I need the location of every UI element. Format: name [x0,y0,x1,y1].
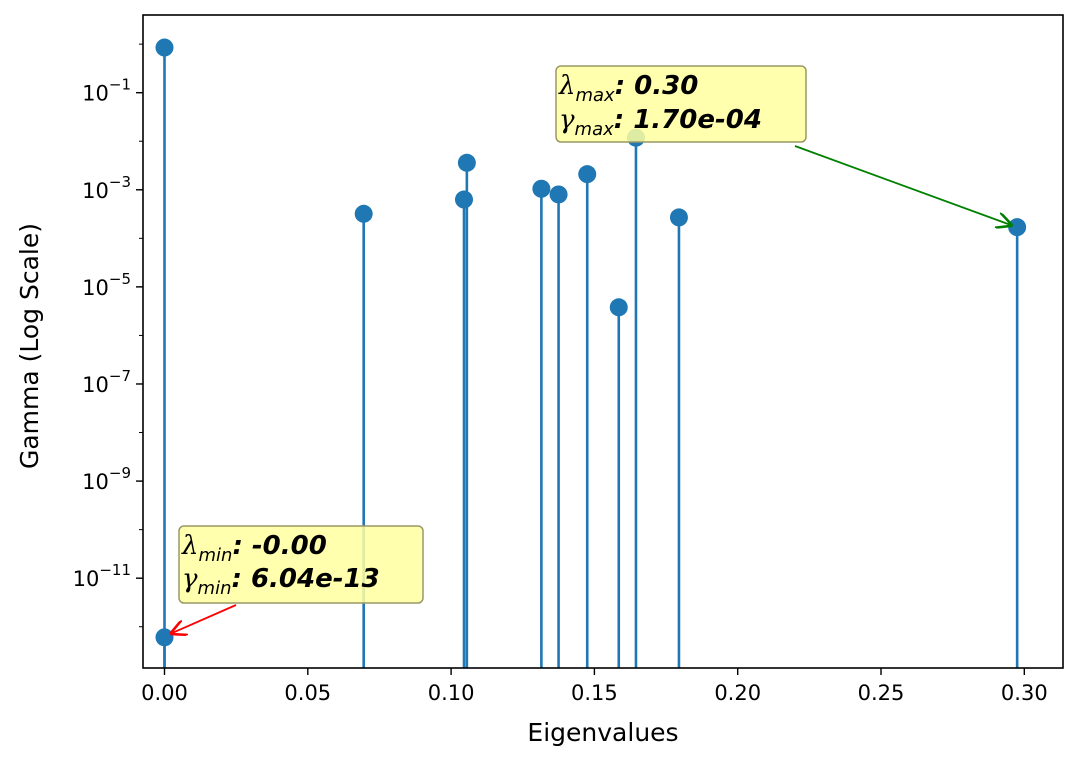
data-point-7 [578,165,597,184]
data-point-2 [354,204,373,223]
y-axis-label: Gamma (Log Scale) [15,223,44,469]
annotation-arrow-min [171,604,237,633]
y-tick-exponent: −5 [109,270,131,288]
data-point-8 [609,298,628,317]
lambda-value: : -0.00 [232,531,326,561]
y-tick-exponent: −7 [109,367,131,385]
y-tick-exponent: −11 [99,561,131,579]
gamma-value: : 1.70e-04 [614,105,762,135]
y-tick-label-0: 10−1 [82,76,131,106]
lambda-value: : 0.30 [615,71,699,101]
lambda-symbol: λ [181,531,198,561]
axes: 0.00 0.05 0.10 0.15 0.20 0.25 0.3010−110−310−5… [73,14,1064,705]
y-tick-base: 10 [82,470,109,494]
y-tick-base: 10 [82,276,109,300]
lambda-subscript: max [575,85,615,106]
x-axis-label: Eigenvalues [527,718,678,747]
lambda-subscript: min [198,545,232,566]
y-tick-base: 10 [82,179,109,203]
y-tick-base: 10 [73,567,100,591]
annotation-box-min [178,525,424,604]
y-tick-label-2: 10−5 [82,270,131,300]
data-point-0 [155,38,174,57]
annotation-gamma-max: γmax: 1.70e-04 [559,105,762,140]
x-tick-label-0: 0.00 [141,681,188,705]
x-tick-label-6: 0.30 [1001,681,1048,705]
gamma-symbol: γ [559,105,575,135]
x-tick-label-2: 0.10 [428,681,475,705]
y-tick-exponent: −3 [109,173,131,191]
data-point-5 [532,179,551,198]
y-tick-base: 10 [82,373,109,397]
y-tick-label-3: 10−7 [82,367,131,397]
y-tick-exponent: −9 [109,464,131,482]
axes-frame [142,14,1064,669]
annotation-box-max [555,65,807,143]
gamma-symbol: γ [182,564,198,594]
data-point-11 [1008,218,1027,237]
y-tick-label-1: 10−3 [82,173,131,203]
annotation-gamma-min: γmin: 6.04e-13 [182,564,380,599]
data-point-1 [155,628,174,647]
y-tick-exponent: −1 [109,76,131,94]
gamma-subscript: min [198,578,232,599]
lambda-symbol: λ [558,71,575,101]
x-tick-label-1: 0.05 [284,681,331,705]
data-point-10 [669,208,688,227]
y-tick-base: 10 [82,82,109,106]
y-tick-label-4: 10−9 [82,464,131,494]
annotation-lambda-max: λmax: 0.30 [558,71,698,106]
gamma-subscript: max [575,119,615,140]
x-tick-label-5: 0.25 [858,681,905,705]
x-tick-label-3: 0.15 [571,681,618,705]
data-point-4 [457,153,476,172]
x-tick-label-4: 0.20 [714,681,761,705]
annotation-arrow-max [794,145,1011,225]
y-tick-label-5: 10−11 [73,561,131,591]
gamma-value: : 6.04e-13 [232,564,380,594]
annotation-lambda-min: λmin: -0.00 [181,531,327,566]
data-point-3 [454,190,473,209]
data-point-6 [549,185,568,204]
